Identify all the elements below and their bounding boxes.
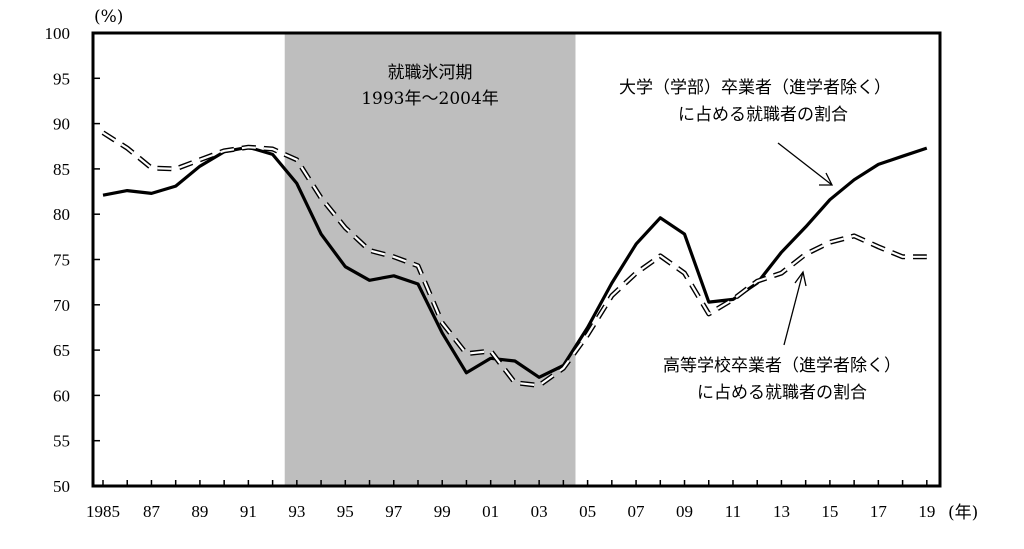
y-tick-label: 70: [53, 296, 70, 315]
highschool-series-annotation-line1: 高等学校卒業者（進学者除く）: [663, 356, 901, 376]
x-tick-label: 09: [676, 502, 693, 521]
x-tick-label: 89: [191, 502, 208, 521]
series-layer: [101, 130, 928, 388]
x-axis-unit-label: (年): [948, 503, 978, 523]
x-tick-label: 95: [337, 502, 354, 521]
y-axis-unit-label: (%): [94, 7, 123, 27]
y-tick-label: 65: [53, 341, 70, 360]
x-tick-label: 87: [143, 502, 161, 521]
employment-ice-age-shaded-region: [284, 33, 576, 486]
x-tick-label: 17: [870, 502, 888, 521]
tick-labels: 50 55 60 65 70 75 80 85 90 95 100 1985 87 89 91 93 95 97 9…: [45, 24, 936, 521]
x-tick-label: 99: [434, 502, 451, 521]
y-tick-label: 60: [53, 386, 70, 405]
y-tick-label: 95: [53, 69, 70, 88]
x-tick-label: 93: [288, 502, 305, 521]
univ-annotation-arrow: [777, 142, 834, 186]
highschool-annotation-arrow: [783, 270, 807, 346]
y-tick-label: 75: [53, 251, 70, 270]
x-tick-label: 13: [773, 502, 790, 521]
shaded-region-label-line1: 就職氷河期: [388, 63, 473, 83]
univ-series: [102, 145, 928, 379]
univ-series-annotation-line2: に占める就職者の割合: [678, 105, 848, 125]
plot-area-frame: [91, 31, 942, 488]
x-tick-label: 1985: [86, 502, 120, 521]
y-tick-label: 85: [53, 160, 70, 179]
x-tick-label: 05: [579, 502, 596, 521]
x-tick-label: 11: [725, 502, 741, 521]
y-tick-label: 50: [53, 477, 70, 496]
x-tick-label: 07: [628, 502, 646, 521]
univ-series-annotation-line1: 大学（学部）卒業者（進学者除く）: [619, 78, 891, 98]
univ-series-line: [102, 145, 928, 379]
y-tick-label: 90: [53, 115, 70, 134]
highschool-series-annotation-line2: に占める就職者の割合: [697, 383, 867, 403]
x-tick-label: 91: [240, 502, 257, 521]
shaded-region-label-line2: 1993年～2004年: [361, 89, 499, 109]
y-tick-label: 55: [53, 432, 70, 451]
x-tick-label: 19: [918, 502, 935, 521]
x-tick-label: 15: [821, 502, 838, 521]
y-tick-label: 80: [53, 205, 70, 224]
x-tick-label: 97: [385, 502, 403, 521]
x-tick-label: 01: [482, 502, 499, 521]
x-tick-label: 03: [531, 502, 548, 521]
y-tick-label: 100: [45, 24, 71, 43]
